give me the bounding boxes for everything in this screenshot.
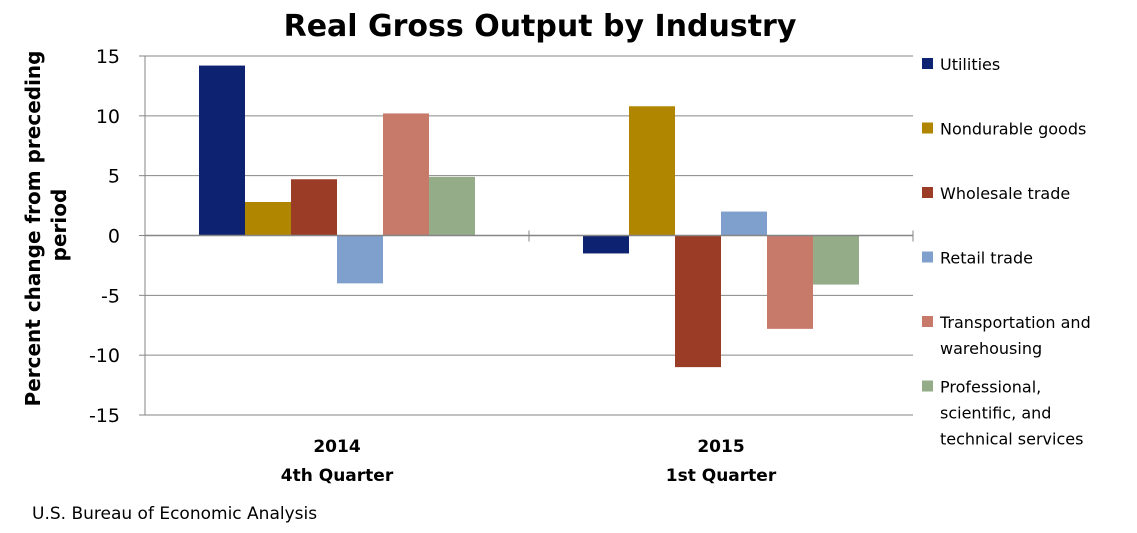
legend-swatch xyxy=(922,58,933,69)
y-tick-label: 5 xyxy=(108,166,120,188)
chart-title: Real Gross Output by Industry xyxy=(284,9,797,44)
category-label-year: 2015 xyxy=(697,437,744,457)
legend-swatch xyxy=(922,316,933,327)
gridlines xyxy=(145,55,913,416)
bars xyxy=(199,65,859,368)
axes xyxy=(144,56,914,415)
legend-swatch xyxy=(922,251,933,263)
bar xyxy=(337,235,383,284)
legend-entry-line: Utilities xyxy=(940,55,1000,74)
bar xyxy=(721,211,767,236)
y-axis-label-line-2: period xyxy=(47,189,71,262)
y-tick-label: -15 xyxy=(89,405,120,427)
bar xyxy=(199,65,245,236)
legend-entry-line: technical services xyxy=(940,430,1083,449)
legend-swatch xyxy=(922,187,933,198)
y-axis-label-line-1: Percent change from preceding xyxy=(21,51,45,407)
legend-entry-line: scientific, and xyxy=(940,404,1051,423)
legend-entry: Professional, scientific, and technical se… xyxy=(940,378,1083,449)
y-tick-label: 15 xyxy=(96,46,120,68)
legend-entry-line: Retail trade xyxy=(940,249,1033,268)
bar xyxy=(767,235,813,329)
legend-entry: Retail trade xyxy=(940,249,1033,268)
legend-entry: Wholesale trade xyxy=(940,184,1070,203)
legend-entry-line: Transportation and xyxy=(939,313,1091,332)
legend-entry-line: warehousing xyxy=(940,339,1042,358)
y-tick-label: -10 xyxy=(89,345,120,367)
y-axis-label: Percent change from preceding period xyxy=(21,44,71,407)
bar xyxy=(291,179,337,236)
category-labels: 2014 4th Quarter 2015 1st Quarter xyxy=(281,437,777,486)
source-note: U.S. Bureau of Economic Analysis xyxy=(32,504,317,524)
y-tick-label: 0 xyxy=(108,226,120,248)
y-axis-ticks: 15 10 5 0 -5 -10 -15 xyxy=(89,46,145,427)
legend-swatch xyxy=(922,122,933,134)
bar xyxy=(245,201,291,236)
category-label-quarter: 1st Quarter xyxy=(666,466,777,486)
category-label-year: 2014 xyxy=(313,437,360,457)
y-tick-label: -5 xyxy=(101,285,120,307)
bar xyxy=(675,235,721,368)
category-label-quarter: 4th Quarter xyxy=(281,466,394,486)
legend-entry: Transportation and warehousing xyxy=(939,313,1091,358)
bar xyxy=(813,235,859,285)
bar xyxy=(583,235,629,254)
bar xyxy=(629,106,675,236)
legend-swatch xyxy=(922,380,933,392)
legend-entry: Nondurable goods xyxy=(940,120,1086,139)
legend-entry: Utilities xyxy=(940,55,1000,74)
legend-entry-line: Wholesale trade xyxy=(940,184,1070,203)
legend: Utilities Nondurable goods Wholesale trade… xyxy=(922,55,1091,449)
bar xyxy=(383,113,429,236)
legend-entry-line: Nondurable goods xyxy=(940,120,1086,139)
bar xyxy=(429,176,475,236)
legend-entry-line: Professional, xyxy=(940,378,1041,397)
y-tick-label: 10 xyxy=(96,106,120,128)
